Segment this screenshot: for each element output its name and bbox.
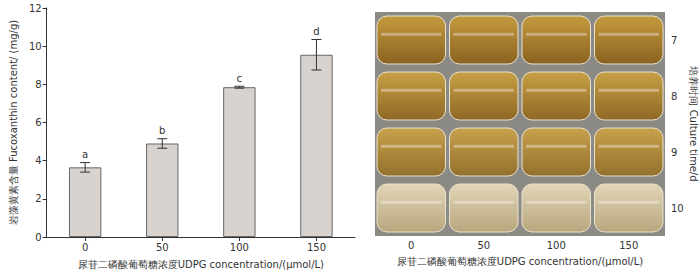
svg-text:100: 100 — [547, 240, 566, 251]
svg-text:10: 10 — [29, 41, 42, 52]
svg-text:0: 0 — [82, 242, 88, 253]
svg-text:8: 8 — [671, 91, 677, 102]
svg-text:50: 50 — [477, 240, 490, 251]
svg-text:9: 9 — [671, 147, 677, 158]
svg-text:7: 7 — [671, 35, 677, 46]
svg-text:培养时间 Culture time/d: 培养时间 Culture time/d — [688, 65, 699, 181]
svg-text:尿苷二磷酸葡萄糖浓度UDPG concentration/(: 尿苷二磷酸葡萄糖浓度UDPG concentration/(μmol/L) — [397, 256, 643, 267]
svg-text:2: 2 — [35, 193, 41, 204]
svg-text:a: a — [82, 149, 88, 160]
svg-text:c: c — [237, 73, 243, 84]
svg-text:50: 50 — [156, 242, 169, 253]
svg-text:100: 100 — [230, 242, 249, 253]
svg-text:d: d — [313, 26, 319, 37]
svg-text:b: b — [159, 125, 165, 136]
svg-text:4: 4 — [35, 155, 41, 166]
svg-text:6: 6 — [35, 117, 41, 128]
svg-text:岩藻黄素含量 Fucoxanthin content/ (m: 岩藻黄素含量 Fucoxanthin content/ (mg/g) — [8, 20, 19, 226]
svg-text:8: 8 — [35, 79, 41, 90]
svg-text:0: 0 — [35, 232, 41, 243]
svg-text:10: 10 — [671, 203, 684, 214]
svg-text:12: 12 — [29, 3, 42, 14]
svg-text:150: 150 — [619, 240, 638, 251]
svg-text:150: 150 — [307, 242, 326, 253]
svg-text:0: 0 — [408, 240, 414, 251]
svg-text:尿苷二磷酸葡萄糖浓度UDPG concentration/(: 尿苷二磷酸葡萄糖浓度UDPG concentration/(μmol/L) — [78, 259, 324, 270]
